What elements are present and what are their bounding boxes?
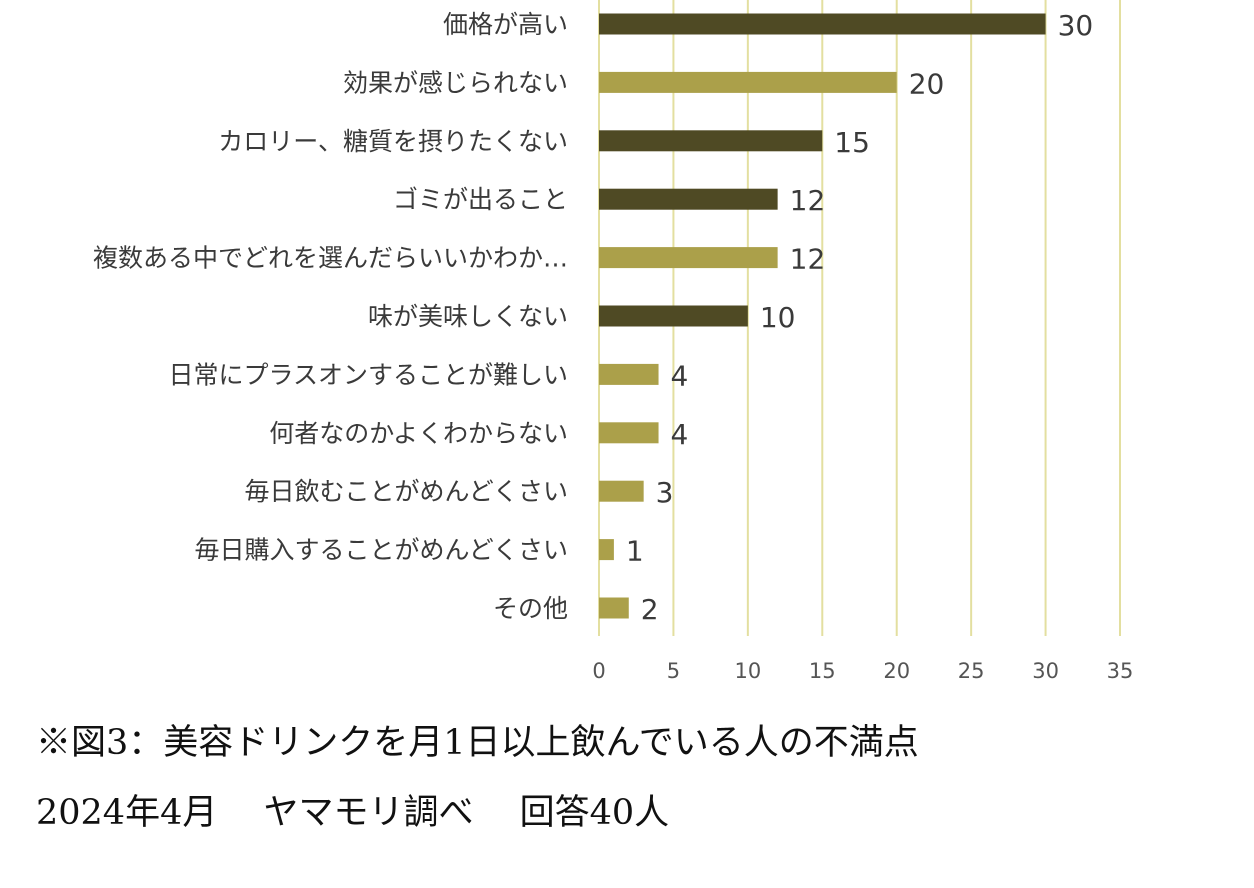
bar: [599, 539, 614, 561]
bar: [599, 188, 778, 210]
category-labels: 価格が高い効果が感じられないカロリー、糖質を摂りたくないゴミが出ること複数ある中…: [93, 10, 568, 623]
x-tick-label: 15: [809, 659, 836, 683]
figure-caption: ※図3：美容ドリンクを月1日以上飲んでいる人の不満点: [36, 723, 919, 763]
data-label: 12: [790, 184, 826, 217]
bar: [599, 13, 1046, 35]
category-label: その他: [493, 594, 568, 623]
category-label: 毎日飲むことがめんどくさい: [244, 477, 568, 506]
bar: [599, 363, 659, 385]
bars: [599, 13, 1046, 619]
category-label: 効果が感じられない: [343, 68, 568, 97]
data-label: 3: [656, 476, 674, 509]
category-label: 味が美味しくない: [368, 302, 568, 331]
x-tick-label: 10: [734, 659, 761, 683]
data-label: 1: [626, 535, 644, 568]
data-label: 2: [641, 593, 659, 626]
x-tick-label: 30: [1032, 659, 1059, 683]
category-label: ゴミが出ること: [393, 185, 568, 214]
bar: [599, 71, 897, 93]
x-tick-label: 20: [883, 659, 910, 683]
data-label: 12: [790, 243, 826, 276]
data-label: 10: [760, 301, 796, 334]
x-tick-label: 25: [958, 659, 985, 683]
category-label: 毎日購入することがめんどくさい: [194, 536, 568, 565]
x-tick-label: 35: [1107, 659, 1134, 683]
bar: [599, 597, 629, 619]
category-label: カロリー、糖質を摂りたくない: [218, 127, 568, 156]
x-axis-ticks: 0 5 10 15 20 25 30 35: [592, 659, 1133, 683]
category-label: 何者なのかよくわからない: [269, 419, 568, 448]
bar: [599, 247, 778, 269]
bar: [599, 305, 748, 327]
category-label: 価格が高い: [443, 10, 568, 39]
category-label: 複数ある中でどれを選んだらいいかわか…: [93, 244, 568, 273]
data-label: 15: [834, 126, 870, 159]
bar: [599, 422, 659, 444]
category-label: 日常にプラスオンすることが難しい: [168, 360, 568, 389]
bar: [599, 480, 644, 502]
x-tick-label: 5: [667, 659, 680, 683]
data-label: 4: [671, 418, 689, 451]
bar-chart: 価格が高い効果が感じられないカロリー、糖質を摂りたくないゴミが出ること複数ある中…: [93, 0, 1133, 683]
data-label: 20: [909, 67, 945, 100]
data-label: 4: [671, 359, 689, 392]
survey-source-note: 2024年4月 ヤマモリ調べ 回答40人: [36, 793, 670, 833]
data-label: 30: [1058, 9, 1094, 42]
bar: [599, 130, 823, 152]
x-tick-label: 0: [592, 659, 605, 683]
